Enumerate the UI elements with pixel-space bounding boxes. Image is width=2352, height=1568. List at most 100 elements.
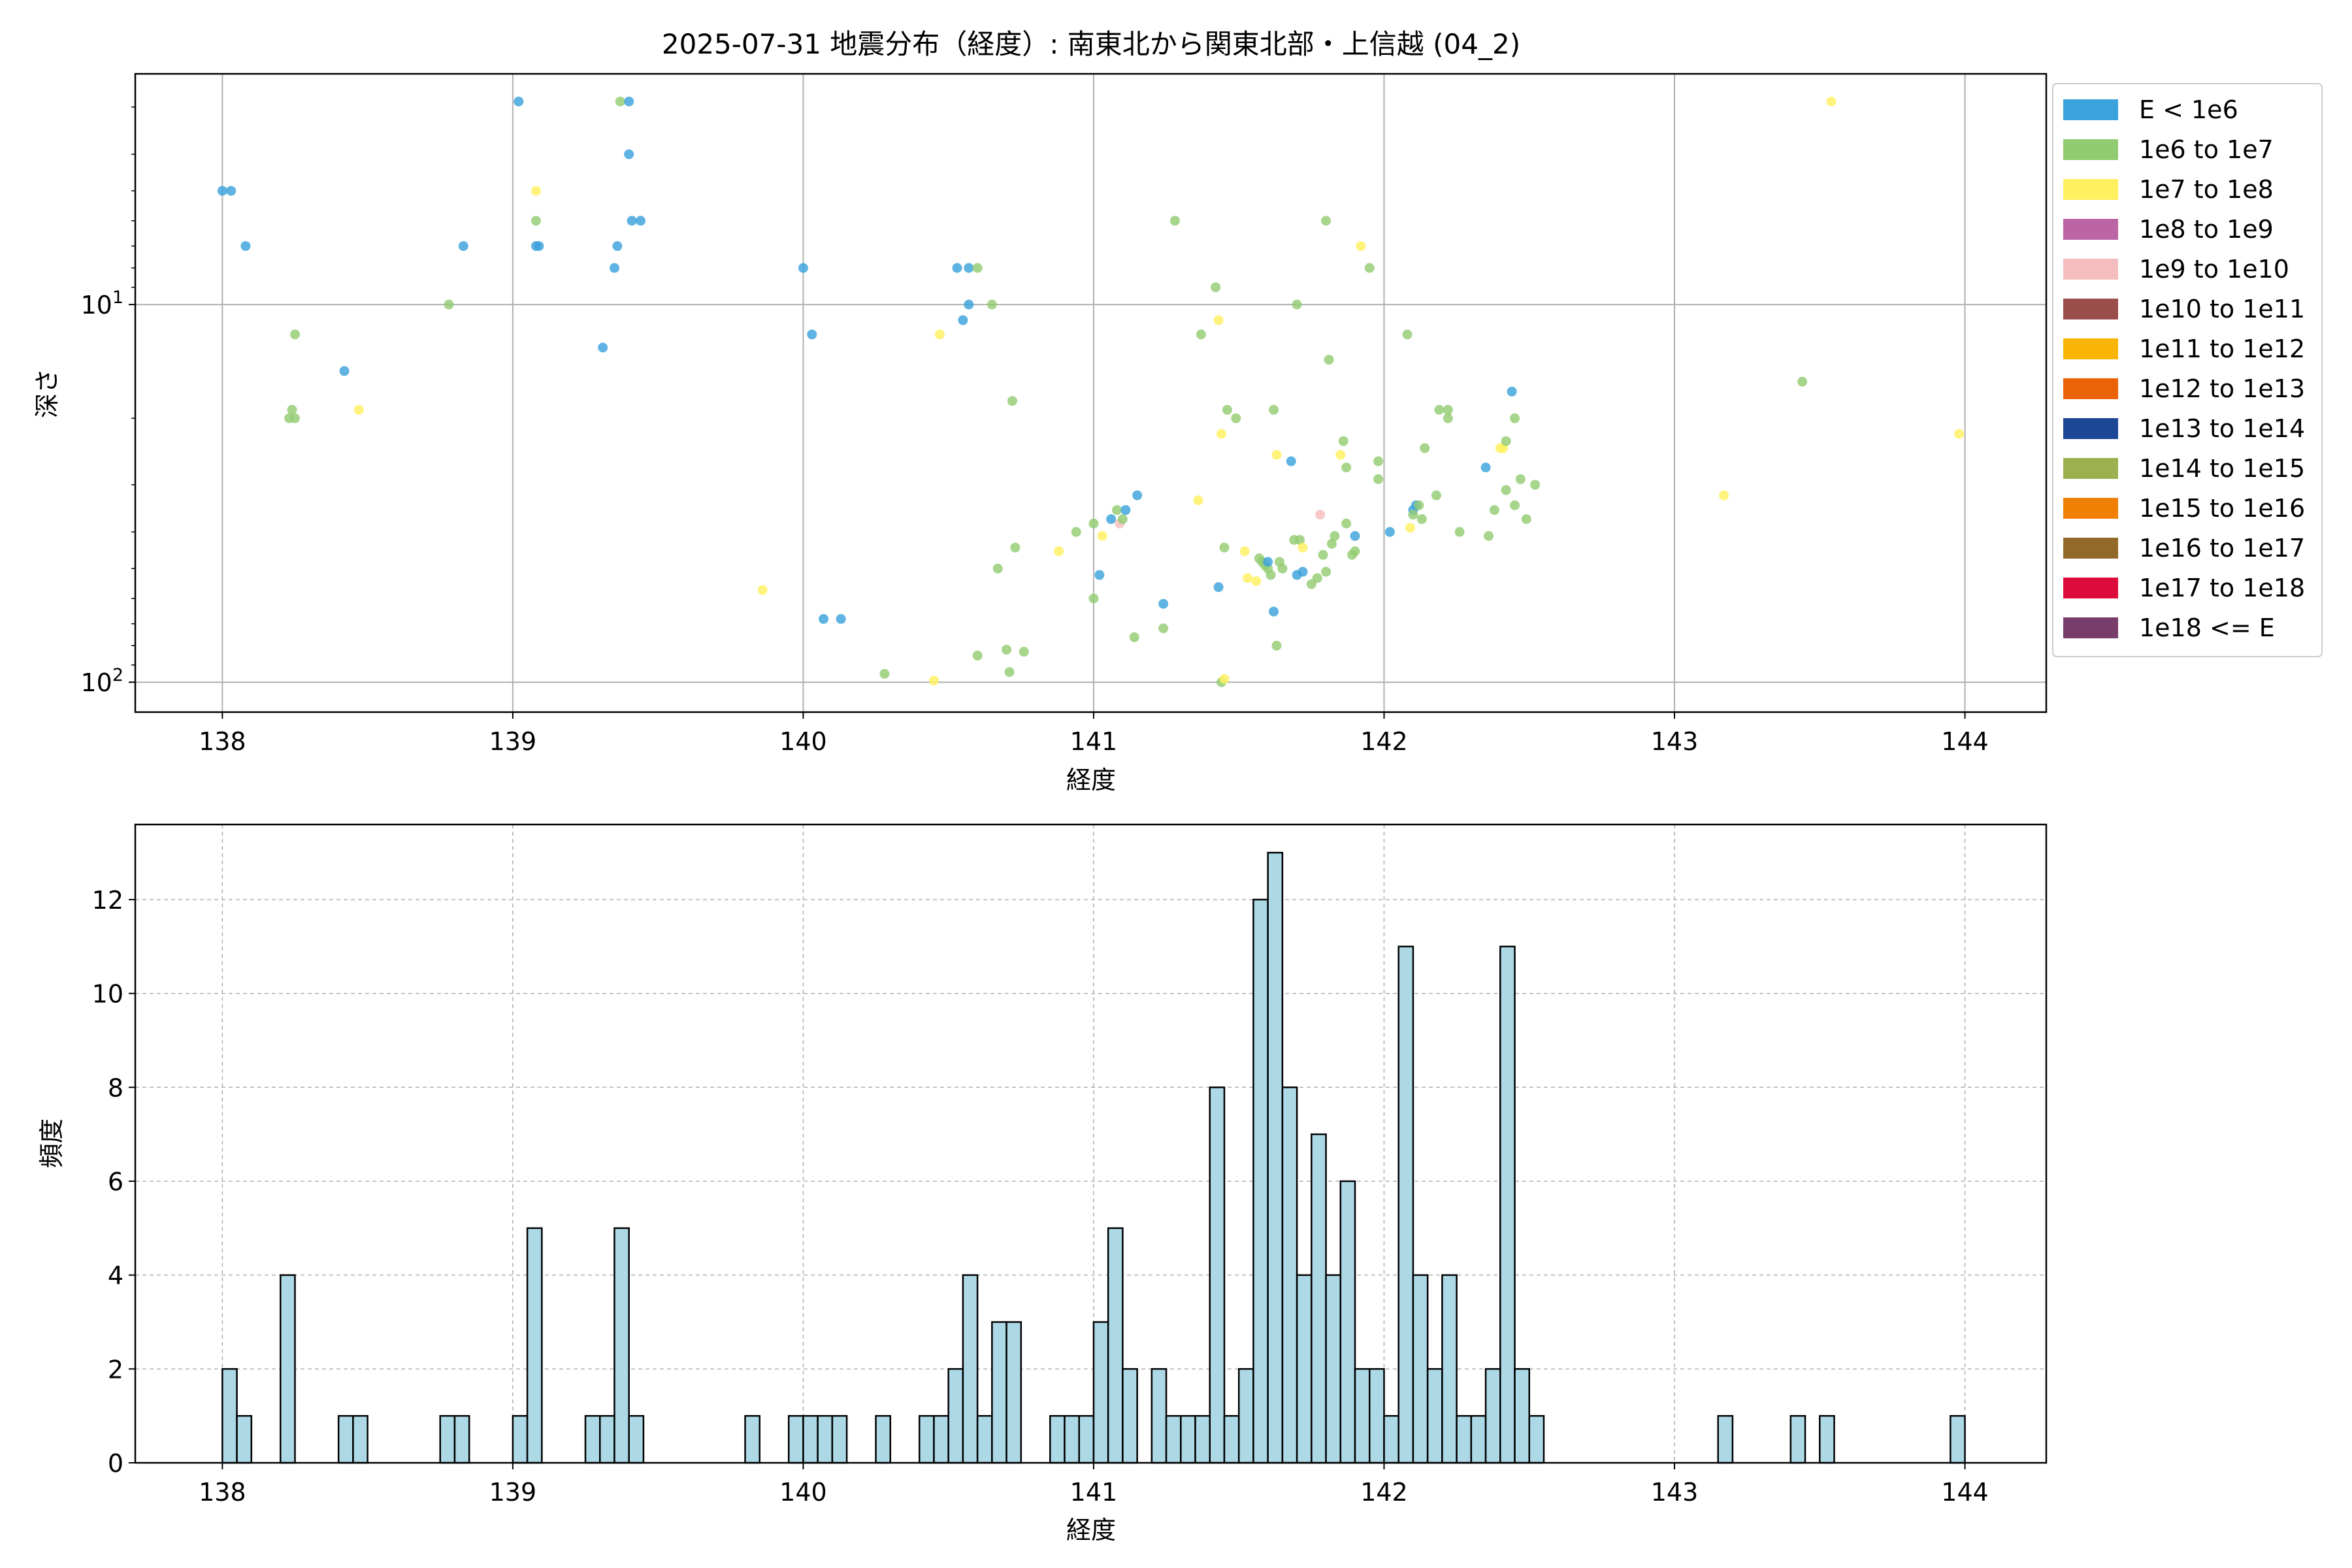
histogram-bar xyxy=(352,1414,368,1464)
histogram-bar xyxy=(1223,1414,1240,1464)
histogram-bar xyxy=(613,1227,630,1464)
scatter-gridlines xyxy=(135,74,2046,712)
histogram-bar xyxy=(1354,1368,1371,1464)
scatter-point xyxy=(627,216,637,226)
scatter-point xyxy=(1443,413,1453,423)
legend-label: 1e14 to 1e15 xyxy=(2139,454,2305,483)
scatter-point xyxy=(1088,518,1099,529)
scatter-point xyxy=(609,263,619,273)
scatter-point xyxy=(836,613,846,624)
scatter-point xyxy=(1097,531,1107,541)
scatter-x-tick-label: 141 xyxy=(1070,727,1118,756)
scatter-point xyxy=(1454,527,1465,537)
histogram-y-tick-label: 2 xyxy=(108,1355,123,1384)
scatter-point xyxy=(353,404,364,415)
scatter-x-tick-label: 138 xyxy=(199,727,246,756)
scatter-point xyxy=(1324,355,1334,365)
histogram-bar xyxy=(1528,1414,1545,1464)
scatter-point xyxy=(339,366,350,376)
scatter-points xyxy=(217,96,1965,687)
histogram-bar xyxy=(1107,1227,1124,1464)
scatter-point xyxy=(1169,216,1180,226)
figure-title: 2025-07-31 地震分布（経度）: 南東北から関東北部・上信越 (04_2… xyxy=(662,28,1520,60)
legend-label: 1e11 to 1e12 xyxy=(2139,335,2305,363)
histogram-bar xyxy=(1064,1414,1080,1464)
legend-frame xyxy=(2052,83,2323,657)
scatter-point xyxy=(1510,500,1520,510)
histogram-bar xyxy=(1078,1414,1095,1464)
scatter-point xyxy=(1213,315,1224,325)
scatter-point xyxy=(612,241,623,252)
scatter-x-tick-label: 140 xyxy=(779,727,827,756)
histogram-bar xyxy=(831,1414,848,1464)
scatter-point xyxy=(1405,523,1415,533)
scatter-point xyxy=(1312,573,1322,583)
histogram-bar xyxy=(787,1414,804,1464)
histogram-bar xyxy=(1252,898,1269,1464)
legend-label: 1e18 <= E xyxy=(2139,613,2275,642)
scatter-point xyxy=(1350,531,1360,541)
scatter-point xyxy=(1239,546,1250,557)
histogram-x-tick-label: 138 xyxy=(199,1478,246,1507)
scatter-point xyxy=(1402,329,1413,340)
scatter-x-tick-label: 142 xyxy=(1360,727,1408,756)
scatter-point xyxy=(1373,474,1384,484)
legend-swatch xyxy=(2063,538,2118,559)
histogram-bar xyxy=(598,1414,615,1464)
scatter-point xyxy=(972,263,983,273)
scatter-point xyxy=(1335,449,1346,460)
scatter-point xyxy=(1295,534,1305,545)
histogram-bar xyxy=(918,1414,935,1464)
histogram-bar xyxy=(1092,1321,1109,1464)
legend-swatch xyxy=(2063,578,2118,598)
legend-label: 1e12 to 1e13 xyxy=(2139,374,2305,403)
scatter-point xyxy=(1158,623,1169,634)
histogram-bar xyxy=(1237,1368,1254,1464)
histogram-bar xyxy=(512,1414,529,1464)
histogram-bar xyxy=(1514,1368,1530,1464)
scatter-point xyxy=(1019,646,1029,657)
scatter-point xyxy=(1219,542,1230,553)
scatter-point xyxy=(1251,576,1262,587)
scatter-point xyxy=(615,96,625,106)
histogram-bar xyxy=(947,1368,964,1464)
histogram-bar xyxy=(221,1368,238,1464)
scatter-point xyxy=(757,585,768,595)
scatter-point xyxy=(1416,514,1427,525)
scatter-point xyxy=(1373,456,1384,466)
scatter-point xyxy=(1315,510,1326,520)
scatter-point xyxy=(1112,505,1122,515)
histogram-bar xyxy=(1441,1274,1458,1464)
scatter-point xyxy=(1071,527,1081,537)
legend-swatch xyxy=(2063,338,2118,359)
legend-swatch xyxy=(2063,458,2118,479)
scatter-point xyxy=(1277,563,1288,574)
scatter-point xyxy=(1222,404,1232,415)
legend-label: 1e10 to 1e11 xyxy=(2139,295,2305,323)
scatter-point xyxy=(1213,582,1224,593)
histogram-bar xyxy=(1456,1414,1473,1464)
scatter-point xyxy=(1306,579,1316,589)
scatter-point xyxy=(1510,413,1520,423)
histogram-bar xyxy=(1267,851,1284,1464)
scatter-point xyxy=(807,329,817,340)
histogram-bar xyxy=(1717,1414,1734,1464)
scatter-point xyxy=(1338,436,1348,446)
scatter-point xyxy=(1002,644,1012,655)
scatter-point xyxy=(987,299,997,310)
scatter-point xyxy=(1521,514,1531,525)
scatter-point xyxy=(1443,404,1453,415)
histogram-x-tick-label: 144 xyxy=(1941,1478,1989,1507)
histogram-bar xyxy=(584,1414,601,1464)
histogram-y-tick-label: 0 xyxy=(108,1449,123,1478)
scatter-point xyxy=(1431,490,1441,500)
histogram-bar xyxy=(439,1414,456,1464)
scatter-point xyxy=(531,216,541,226)
scatter-point xyxy=(444,299,454,310)
scatter-point xyxy=(624,96,634,106)
histogram-bar xyxy=(1151,1368,1168,1464)
scatter-point xyxy=(1158,598,1169,609)
histogram-bar xyxy=(1281,1086,1298,1464)
